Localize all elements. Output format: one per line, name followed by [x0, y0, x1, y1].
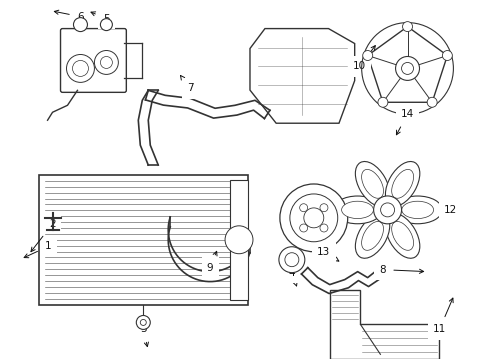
Circle shape [73, 18, 87, 32]
Text: 11: 11 [432, 298, 452, 334]
Polygon shape [367, 27, 447, 102]
Circle shape [94, 50, 118, 75]
Ellipse shape [391, 170, 413, 198]
Ellipse shape [391, 221, 413, 250]
Text: 5: 5 [91, 12, 109, 24]
Circle shape [279, 184, 347, 252]
Circle shape [401, 62, 413, 75]
Polygon shape [329, 289, 439, 359]
Circle shape [136, 315, 150, 329]
Circle shape [289, 194, 337, 242]
Circle shape [319, 204, 327, 212]
Circle shape [395, 57, 419, 80]
Text: 3: 3 [140, 324, 148, 347]
Text: 9: 9 [206, 251, 217, 273]
Text: 1: 1 [24, 241, 52, 258]
Circle shape [362, 50, 372, 60]
Text: 10: 10 [352, 46, 374, 71]
Text: 13: 13 [317, 247, 338, 261]
Bar [39, 175, 247, 305]
Circle shape [303, 208, 323, 228]
Text: 7: 7 [180, 76, 193, 93]
Text: 4: 4 [288, 267, 297, 286]
Ellipse shape [332, 196, 381, 224]
Circle shape [380, 203, 394, 217]
Circle shape [72, 60, 88, 76]
Text: 8: 8 [379, 265, 423, 275]
Circle shape [100, 19, 112, 31]
Circle shape [442, 50, 451, 60]
Ellipse shape [385, 213, 419, 258]
Ellipse shape [355, 162, 389, 206]
Text: 6: 6 [54, 10, 83, 22]
Circle shape [319, 224, 327, 232]
Circle shape [66, 54, 94, 82]
Circle shape [299, 204, 307, 212]
Ellipse shape [385, 162, 419, 206]
Circle shape [402, 22, 412, 32]
Text: 12: 12 [443, 205, 456, 215]
Circle shape [373, 196, 401, 224]
Circle shape [285, 253, 298, 267]
Text: 2: 2 [31, 219, 56, 252]
Circle shape [278, 247, 304, 273]
Text: 14: 14 [396, 109, 413, 135]
Circle shape [299, 224, 307, 232]
Ellipse shape [401, 201, 433, 219]
Ellipse shape [355, 213, 389, 258]
Ellipse shape [392, 196, 441, 224]
Circle shape [427, 97, 436, 107]
Ellipse shape [341, 201, 373, 219]
Circle shape [140, 319, 146, 325]
Bar [229, 180, 247, 300]
Circle shape [377, 97, 387, 107]
FancyBboxPatch shape [61, 28, 126, 92]
Polygon shape [249, 28, 354, 123]
Circle shape [224, 226, 252, 254]
Circle shape [100, 57, 112, 68]
Ellipse shape [361, 170, 383, 198]
Ellipse shape [361, 221, 383, 250]
